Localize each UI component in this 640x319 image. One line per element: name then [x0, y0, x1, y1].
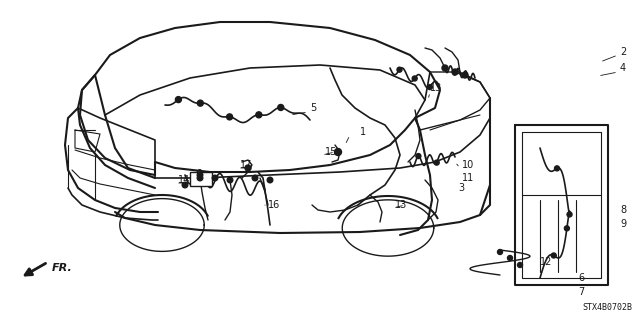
Circle shape — [182, 182, 188, 188]
Circle shape — [497, 249, 502, 255]
Text: FR.: FR. — [52, 263, 73, 273]
Circle shape — [551, 253, 556, 258]
Text: 1: 1 — [360, 127, 366, 137]
Circle shape — [268, 177, 273, 183]
Text: 13: 13 — [395, 200, 407, 210]
Circle shape — [227, 177, 233, 183]
Text: 4: 4 — [620, 63, 626, 73]
Text: 16: 16 — [268, 200, 280, 210]
Circle shape — [452, 69, 458, 75]
Text: 14: 14 — [178, 175, 190, 185]
Circle shape — [278, 104, 284, 110]
Circle shape — [518, 263, 522, 268]
Circle shape — [416, 153, 421, 159]
Text: 12: 12 — [540, 257, 552, 267]
Circle shape — [564, 226, 570, 231]
Text: 15: 15 — [325, 147, 337, 157]
Circle shape — [434, 160, 439, 165]
Circle shape — [412, 76, 417, 81]
Circle shape — [175, 97, 181, 103]
Text: 17: 17 — [240, 160, 252, 170]
Circle shape — [197, 100, 204, 106]
Circle shape — [567, 212, 572, 217]
Circle shape — [256, 112, 262, 118]
Text: 11: 11 — [462, 173, 474, 183]
FancyBboxPatch shape — [190, 172, 212, 186]
Circle shape — [252, 175, 258, 181]
Circle shape — [442, 65, 448, 71]
Text: 10: 10 — [462, 160, 474, 170]
Circle shape — [212, 175, 218, 181]
Circle shape — [554, 166, 559, 171]
Circle shape — [462, 72, 468, 78]
Circle shape — [227, 114, 232, 120]
Text: 8: 8 — [620, 205, 626, 215]
Circle shape — [335, 149, 342, 155]
Text: 3: 3 — [458, 183, 464, 193]
Text: 9: 9 — [620, 219, 626, 229]
Text: 13: 13 — [430, 83, 442, 93]
Circle shape — [245, 165, 251, 171]
Text: STX4B0702B: STX4B0702B — [582, 303, 632, 312]
Circle shape — [197, 172, 203, 178]
Circle shape — [428, 85, 433, 90]
Circle shape — [508, 256, 513, 261]
Text: 2: 2 — [620, 47, 627, 57]
Text: 7: 7 — [578, 287, 584, 297]
Text: 5: 5 — [310, 103, 316, 113]
Circle shape — [397, 67, 402, 72]
Circle shape — [197, 175, 203, 181]
Text: 6: 6 — [578, 273, 584, 283]
